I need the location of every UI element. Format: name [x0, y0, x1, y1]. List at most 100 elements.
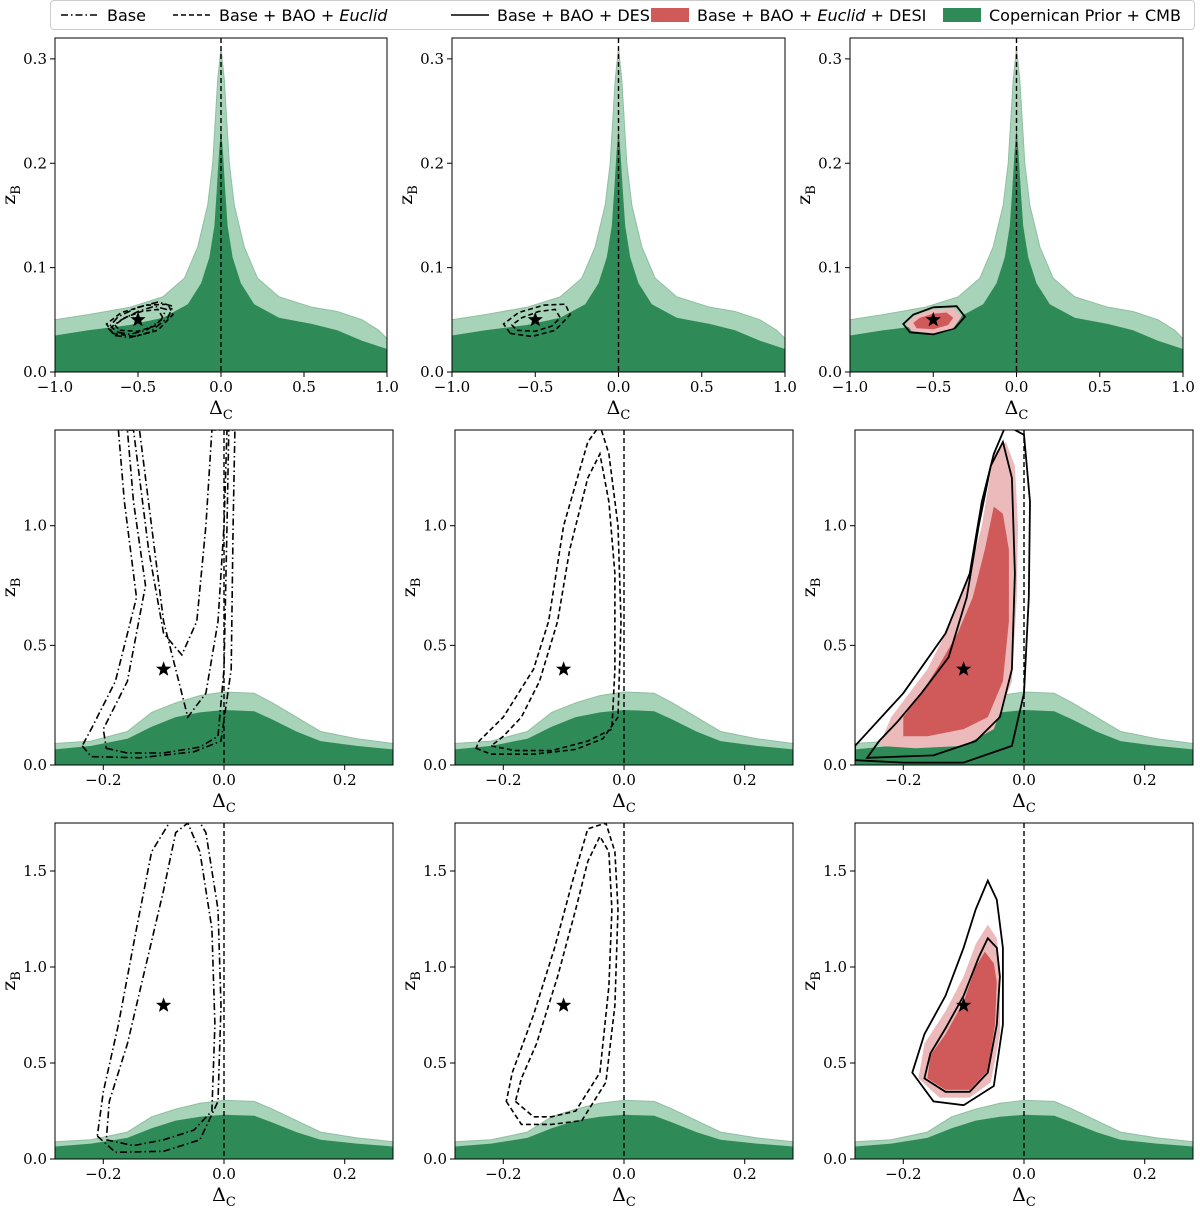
- x-tick-label: 0.5: [690, 378, 714, 396]
- x-tick-label: 0.0: [1005, 378, 1029, 396]
- plot-area: [850, 38, 1183, 372]
- y-tick-label: 0.1: [420, 259, 444, 277]
- desi-contour-outer: [902, 305, 967, 336]
- legend-line-dashed-icon: [173, 14, 211, 16]
- x-tick-label: −0.2: [85, 1165, 121, 1183]
- fiducial-star: [156, 661, 172, 676]
- x-tick-label: −0.5: [517, 378, 553, 396]
- x-tick-label: 0.0: [212, 1165, 236, 1183]
- desi-contour-outer: [855, 430, 1031, 764]
- x-axis-label: ΔC: [612, 790, 636, 816]
- plot-area: [55, 430, 393, 765]
- y-tick-label: 0.0: [823, 756, 847, 774]
- panel-r3-c2: −0.2 0.0 0.2 0.0 0.5 1.0 1.5 ΔC zB: [398, 822, 794, 1210]
- y-tick-label: 0.5: [823, 1054, 847, 1072]
- legend-item-base: Base: [59, 5, 146, 25]
- x-tick-label: 0.0: [612, 771, 636, 789]
- y-tick-label: 0.5: [23, 1054, 47, 1072]
- y-tick-label: 1.5: [423, 862, 447, 880]
- x-tick-label: 0.2: [333, 771, 357, 789]
- plot-area: [855, 823, 1193, 1159]
- x-tick-label: 0.5: [292, 378, 316, 396]
- y-tick-label: 0.5: [823, 636, 847, 654]
- panel-r1-c1: −1.0 −0.5 0.0 0.5 1.0 0.0 0.1 0.2 0.3 ΔC zB: [0, 37, 399, 423]
- y-axis-label: zB: [398, 971, 424, 991]
- euclid-contour-inner: [510, 308, 562, 333]
- plot-area: [452, 38, 785, 372]
- euclid-contour-outer: [502, 303, 572, 338]
- x-axis-label: ΔC: [212, 790, 236, 816]
- combined-inner-contour: [903, 506, 1009, 737]
- y-tick-label: 0.5: [423, 1054, 447, 1072]
- y-tick-label: 0.2: [23, 154, 47, 172]
- y-tick-label: 0.1: [23, 259, 47, 277]
- fiducial-star: [956, 997, 972, 1012]
- legend-label: Base: [107, 5, 146, 25]
- y-tick-label: 0.0: [23, 756, 47, 774]
- y-tick-label: 1.0: [823, 958, 847, 976]
- panel-r1-c2: −1.0 −0.5 0.0 0.5 1.0 0.0 0.1 0.2 0.3 ΔC zB: [395, 37, 797, 423]
- y-tick-label: 1.5: [823, 862, 847, 880]
- panel-r1-c3: −1.0 −0.5 0.0 0.5 1.0 0.0 0.1 0.2 0.3 ΔC zB: [793, 37, 1195, 423]
- base-contour-outer: [96, 823, 222, 1154]
- y-tick-label: 1.0: [823, 517, 847, 535]
- y-tick-label: 0.0: [423, 756, 447, 774]
- y-tick-label: 0.2: [818, 154, 842, 172]
- legend-item-base-bao-euclid: Base + BAO + Euclid: [171, 5, 387, 25]
- y-tick-label: 0.0: [423, 1150, 447, 1168]
- fiducial-star: [556, 997, 572, 1012]
- x-axis-label: ΔC: [1005, 397, 1029, 423]
- plot-area: [55, 823, 393, 1159]
- x-tick-label: 0.0: [612, 1165, 636, 1183]
- x-tick-label: −0.5: [120, 378, 156, 396]
- x-tick-label: 1.0: [1171, 378, 1195, 396]
- y-tick-label: 0.5: [23, 636, 47, 654]
- x-tick-label: 0.2: [1133, 771, 1157, 789]
- panel-r3-c1: −0.2 0.0 0.2 0.0 0.5 1.0 1.5 ΔC zB: [0, 822, 394, 1210]
- x-axis-label: ΔC: [1012, 1184, 1036, 1210]
- legend-label: Copernican Prior + CMB: [989, 5, 1181, 25]
- plot-area: [455, 430, 793, 765]
- y-tick-label: 0.0: [823, 1150, 847, 1168]
- fiducial-star: [156, 997, 172, 1012]
- euclid-contour-outer: [475, 430, 622, 755]
- euclid-contour-inner: [514, 834, 613, 1118]
- panel-r3-c3: −0.2 0.0 0.2 0.0 0.5 1.0 1.5 ΔC zB: [798, 822, 1194, 1210]
- x-tick-label: −0.2: [885, 771, 921, 789]
- y-tick-label: 1.0: [423, 517, 447, 535]
- panel-r2-c1: −0.2 0.0 0.2 0.0 0.5 1.0 ΔC zB: [0, 429, 394, 816]
- fiducial-star: [527, 311, 543, 327]
- fiducial-star: [956, 661, 972, 676]
- x-tick-label: 0.0: [1012, 1165, 1036, 1183]
- desi-contour-outer: [911, 878, 1004, 1107]
- x-tick-label: 0.0: [607, 378, 631, 396]
- x-tick-label: 0.5: [1088, 378, 1112, 396]
- x-axis-label: ΔC: [607, 397, 631, 423]
- legend-item-base-bao-euclid-desi: Base + BAO + Euclid + DESI: [649, 5, 926, 25]
- fiducial-star: [130, 311, 146, 327]
- x-tick-label: 0.2: [733, 1165, 757, 1183]
- x-axis-label: ΔC: [212, 1184, 236, 1210]
- y-tick-label: 0.5: [423, 636, 447, 654]
- x-tick-label: 0.0: [212, 771, 236, 789]
- x-axis-label: ΔC: [1012, 790, 1036, 816]
- y-axis-label: zB: [0, 578, 24, 598]
- y-tick-label: 0.2: [420, 154, 444, 172]
- plot-area: [55, 38, 387, 372]
- desi-contour-inner: [865, 439, 1016, 759]
- legend-patch-green-icon: [943, 8, 981, 22]
- y-tick-label: 1.0: [23, 958, 47, 976]
- fiducial-star: [556, 661, 572, 676]
- legend: Base Base + BAO + Euclid Base + BAO + DE…: [50, 0, 1195, 30]
- x-tick-label: 0.2: [333, 1165, 357, 1183]
- y-tick-label: 0.0: [23, 363, 47, 381]
- y-tick-label: 0.0: [23, 1150, 47, 1168]
- x-tick-label: −0.2: [485, 771, 521, 789]
- euclid-contour-inner: [489, 451, 616, 752]
- y-tick-label: 1.0: [423, 958, 447, 976]
- desi-contour-inner: [923, 936, 1001, 1093]
- x-tick-label: −1.0: [832, 378, 868, 396]
- euclid-contour-outer: [505, 823, 619, 1126]
- y-axis-label: zB: [798, 578, 824, 598]
